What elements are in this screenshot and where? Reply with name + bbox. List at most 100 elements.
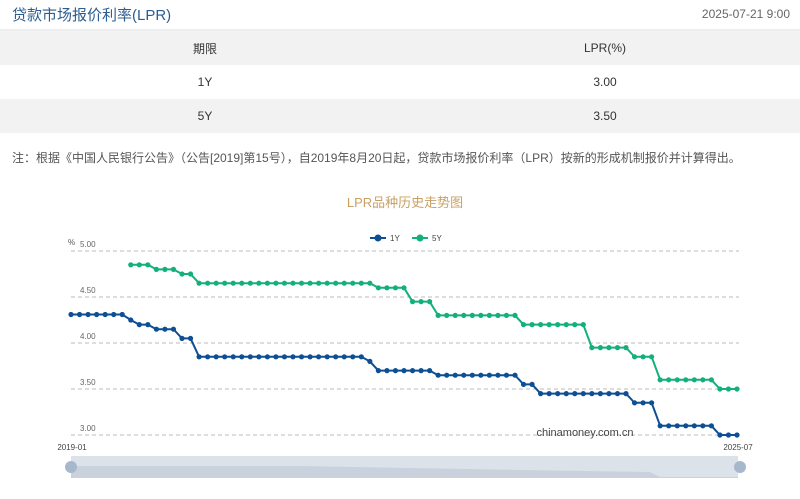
data-point[interactable] bbox=[170, 266, 177, 272]
data-point[interactable] bbox=[333, 354, 339, 360]
data-point[interactable] bbox=[631, 400, 638, 406]
data-point[interactable] bbox=[734, 386, 740, 392]
data-point[interactable] bbox=[512, 372, 518, 378]
data-point[interactable] bbox=[213, 280, 219, 286]
data-point[interactable] bbox=[580, 391, 586, 397]
data-point[interactable] bbox=[111, 311, 117, 318]
data-point[interactable] bbox=[196, 354, 202, 360]
data-point[interactable] bbox=[495, 312, 501, 318]
data-point[interactable] bbox=[427, 299, 433, 305]
data-point[interactable] bbox=[657, 423, 663, 429]
data-point[interactable] bbox=[324, 354, 330, 360]
data-point[interactable] bbox=[409, 368, 416, 374]
data-point[interactable] bbox=[717, 386, 723, 392]
data-point[interactable] bbox=[606, 391, 612, 397]
data-point[interactable] bbox=[683, 377, 689, 383]
data-point[interactable] bbox=[358, 354, 364, 360]
data-point[interactable] bbox=[145, 262, 151, 268]
data-point[interactable] bbox=[427, 368, 433, 374]
data-point[interactable] bbox=[273, 354, 279, 360]
data-point[interactable] bbox=[239, 354, 245, 360]
data-point[interactable] bbox=[495, 372, 501, 378]
data-point[interactable] bbox=[68, 311, 74, 318]
data-point[interactable] bbox=[512, 312, 518, 318]
data-point[interactable] bbox=[691, 377, 697, 383]
data-point[interactable] bbox=[350, 280, 356, 286]
data-point[interactable] bbox=[264, 354, 270, 360]
legend-label[interactable]: 1Y bbox=[390, 234, 400, 243]
data-point[interactable] bbox=[444, 312, 450, 318]
data-point[interactable] bbox=[708, 423, 714, 429]
data-point[interactable] bbox=[298, 280, 305, 286]
data-point[interactable] bbox=[341, 354, 347, 360]
data-point[interactable] bbox=[649, 400, 655, 406]
data-point[interactable] bbox=[486, 372, 492, 378]
data-point[interactable] bbox=[162, 266, 168, 272]
data-point[interactable] bbox=[375, 368, 381, 374]
legend-label[interactable]: 5Y bbox=[432, 234, 442, 243]
data-point[interactable] bbox=[213, 354, 219, 360]
data-point[interactable] bbox=[734, 432, 740, 438]
data-point[interactable] bbox=[674, 377, 680, 383]
data-point[interactable] bbox=[179, 271, 185, 277]
data-point[interactable] bbox=[341, 280, 347, 286]
data-point[interactable] bbox=[546, 391, 552, 397]
data-point[interactable] bbox=[264, 280, 270, 286]
data-point[interactable] bbox=[145, 322, 151, 328]
data-point[interactable] bbox=[230, 354, 236, 360]
data-point[interactable] bbox=[461, 372, 467, 378]
data-point[interactable] bbox=[298, 354, 305, 360]
data-point[interactable] bbox=[392, 285, 399, 291]
data-point[interactable] bbox=[572, 322, 578, 328]
data-point[interactable] bbox=[307, 354, 313, 360]
slider-left-handle[interactable] bbox=[65, 461, 77, 473]
data-point[interactable] bbox=[452, 312, 458, 318]
data-point[interactable] bbox=[563, 322, 569, 328]
data-point[interactable] bbox=[162, 326, 168, 332]
data-point[interactable] bbox=[281, 354, 288, 360]
data-point[interactable] bbox=[290, 354, 296, 360]
data-point[interactable] bbox=[273, 280, 279, 286]
data-point[interactable] bbox=[119, 311, 125, 318]
data-point[interactable] bbox=[281, 280, 288, 286]
data-point[interactable] bbox=[153, 326, 159, 332]
data-point[interactable] bbox=[708, 377, 714, 383]
data-point[interactable] bbox=[247, 280, 253, 286]
data-point[interactable] bbox=[555, 391, 561, 397]
data-point[interactable] bbox=[486, 312, 492, 318]
data-point[interactable] bbox=[520, 381, 527, 387]
data-point[interactable] bbox=[333, 280, 339, 286]
data-point[interactable] bbox=[76, 311, 83, 318]
data-point[interactable] bbox=[247, 354, 253, 360]
data-point[interactable] bbox=[478, 312, 484, 318]
zoom-slider[interactable] bbox=[65, 456, 746, 478]
data-point[interactable] bbox=[256, 280, 262, 286]
data-point[interactable] bbox=[546, 322, 552, 328]
data-point[interactable] bbox=[384, 368, 390, 374]
data-point[interactable] bbox=[290, 280, 296, 286]
data-point[interactable] bbox=[683, 423, 689, 429]
data-point[interactable] bbox=[640, 400, 646, 406]
data-point[interactable] bbox=[316, 354, 322, 360]
data-point[interactable] bbox=[649, 354, 655, 360]
data-point[interactable] bbox=[358, 280, 364, 286]
data-point[interactable] bbox=[444, 372, 450, 378]
data-point[interactable] bbox=[384, 285, 390, 291]
data-point[interactable] bbox=[187, 335, 194, 341]
data-point[interactable] bbox=[128, 317, 134, 323]
data-point[interactable] bbox=[316, 280, 322, 286]
data-point[interactable] bbox=[179, 335, 185, 341]
data-point[interactable] bbox=[461, 312, 467, 318]
data-point[interactable] bbox=[469, 372, 475, 378]
data-point[interactable] bbox=[529, 381, 535, 387]
data-point[interactable] bbox=[503, 372, 510, 378]
data-point[interactable] bbox=[725, 432, 732, 438]
data-point[interactable] bbox=[392, 368, 399, 374]
data-point[interactable] bbox=[205, 280, 211, 286]
data-point[interactable] bbox=[256, 354, 262, 360]
data-point[interactable] bbox=[529, 322, 535, 328]
data-point[interactable] bbox=[538, 391, 544, 397]
data-point[interactable] bbox=[640, 354, 646, 360]
data-point[interactable] bbox=[717, 432, 723, 438]
data-point[interactable] bbox=[418, 299, 424, 305]
